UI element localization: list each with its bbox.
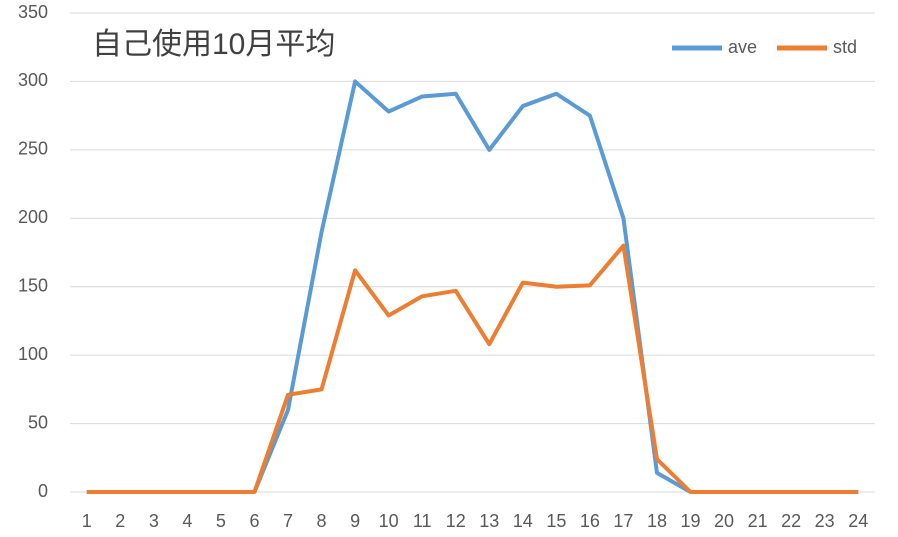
x-tick-label: 22 bbox=[781, 511, 801, 531]
x-tick-label: 6 bbox=[249, 511, 259, 531]
x-tick-label: 18 bbox=[647, 511, 667, 531]
x-tick-label: 19 bbox=[681, 511, 701, 531]
y-tick-label: 50 bbox=[28, 412, 48, 432]
x-tick-label: 8 bbox=[317, 511, 327, 531]
y-tick-label: 100 bbox=[18, 344, 48, 364]
x-tick-label: 13 bbox=[479, 511, 499, 531]
y-tick-label: 350 bbox=[18, 2, 48, 22]
x-tick-label: 10 bbox=[379, 511, 399, 531]
y-tick-label: 150 bbox=[18, 275, 48, 295]
y-tick-label: 200 bbox=[18, 207, 48, 227]
x-tick-label: 17 bbox=[613, 511, 633, 531]
x-tick-label: 9 bbox=[350, 511, 360, 531]
x-tick-label: 5 bbox=[216, 511, 226, 531]
x-tick-label: 11 bbox=[413, 511, 432, 531]
y-tick-label: 300 bbox=[18, 70, 48, 90]
legend-label: ave bbox=[728, 37, 757, 57]
y-tick-label: 0 bbox=[38, 481, 48, 501]
x-tick-label: 7 bbox=[283, 511, 293, 531]
x-tick-label: 12 bbox=[446, 511, 466, 531]
x-tick-label: 23 bbox=[815, 511, 835, 531]
x-tick-label: 3 bbox=[149, 511, 159, 531]
x-tick-label: 4 bbox=[182, 511, 192, 531]
x-tick-label: 14 bbox=[513, 511, 533, 531]
x-tick-label: 2 bbox=[115, 511, 125, 531]
x-tick-label: 16 bbox=[580, 511, 600, 531]
x-tick-label: 20 bbox=[714, 511, 734, 531]
y-tick-label: 250 bbox=[18, 139, 48, 159]
x-tick-label: 24 bbox=[848, 511, 868, 531]
legend-label: std bbox=[833, 37, 857, 57]
chart-title: 自己使用10月平均 bbox=[92, 28, 335, 61]
x-tick-label: 21 bbox=[748, 511, 768, 531]
x-tick-label: 1 bbox=[82, 511, 92, 531]
data-line bbox=[86, 243, 859, 494]
x-tick-label: 15 bbox=[546, 511, 566, 531]
